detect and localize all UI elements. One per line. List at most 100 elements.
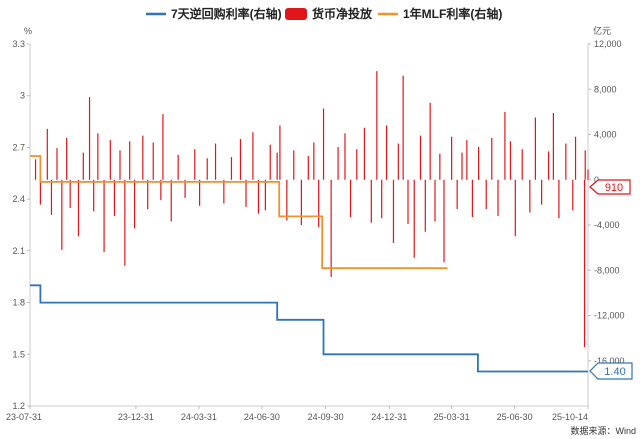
legend-label-mlf-1y: 1年MLF利率(右轴) — [403, 6, 502, 21]
net-injection-bar — [534, 117, 536, 180]
callout-repo-7d-value: 1.40 — [604, 366, 625, 378]
right-tick-label: -16,000 — [594, 356, 625, 366]
net-injection-bar — [466, 140, 468, 180]
net-injection-bar — [129, 141, 131, 180]
net-injection-bar — [147, 179, 149, 210]
net-injection-bar — [584, 150, 586, 180]
net-injection-bar — [214, 143, 217, 180]
legend-label-repo-7d: 7天逆回购利率(右轴) — [171, 6, 282, 21]
net-injection-bar — [402, 75, 404, 180]
net-injection-bar — [152, 142, 154, 180]
right-tick-label: 8,000 — [594, 84, 617, 94]
net-injection-bar — [397, 143, 399, 180]
net-injection-bar — [318, 179, 320, 228]
left-tick-label: 2.7 — [12, 142, 25, 152]
net-injection-bar — [264, 179, 266, 211]
source-note: 数据来源：Wind — [570, 425, 636, 436]
net-injection-bar — [574, 136, 577, 180]
left-tick-label: 1.5 — [12, 349, 25, 359]
left-axis-ticks: 3.3 3 2.7 2.4 2.1 1.8 1.5 1.2 — [12, 39, 30, 411]
x-tick-label: 23-12-31 — [118, 412, 154, 422]
net-injection-bar — [509, 141, 512, 180]
left-tick-label: 3.3 — [12, 39, 25, 49]
left-tick-label: 3 — [20, 91, 25, 101]
net-injection-bar — [572, 179, 574, 211]
net-injection-bar — [356, 149, 358, 180]
legend-label-net-injection: 货币净投放 — [312, 6, 373, 21]
right-tick-label: 4,000 — [594, 130, 617, 140]
net-injection-bar — [46, 128, 48, 180]
right-axis-ticks: 12,000 8,000 4,000 0 -4,000 -8,000 -12,000 -16,… — [588, 39, 625, 366]
net-injection-bar — [456, 179, 458, 210]
net-injection-bar — [485, 179, 487, 210]
net-injection-bar — [529, 179, 531, 213]
x-tick-label: 24-06-30 — [244, 412, 280, 422]
net-injection-bar — [434, 179, 436, 222]
net-injection-bar — [370, 179, 372, 223]
net-injection-bar — [307, 155, 309, 180]
net-injection-bar — [322, 108, 325, 180]
net-injection-bar — [461, 152, 463, 180]
net-injection-bar — [276, 152, 278, 180]
net-injection-bars — [34, 71, 589, 348]
net-injection-bar — [424, 179, 426, 232]
left-tick-label: 2.4 — [12, 194, 25, 204]
net-injection-bar — [124, 179, 126, 266]
net-injection-bar — [170, 179, 172, 222]
net-injection-bar — [552, 113, 554, 180]
net-injection-bar — [56, 148, 58, 180]
net-injection-bar — [349, 179, 352, 218]
x-tick-label: 25-10-14 — [552, 412, 588, 422]
mlf-1y-line — [30, 155, 448, 269]
net-injection-bar — [514, 179, 516, 237]
net-injection-bar — [88, 97, 91, 180]
net-injection-bar — [239, 139, 242, 180]
net-injection-bar — [497, 179, 499, 216]
net-injection-bar — [344, 133, 346, 180]
right-tick-label: 0 — [594, 175, 599, 185]
net-injection-bar — [93, 179, 95, 212]
net-injection-bar — [392, 179, 395, 244]
net-injection-bar — [471, 179, 473, 218]
net-injection-bar — [587, 169, 589, 180]
x-tick-label: 24-03-31 — [181, 412, 217, 422]
net-injection-bar — [257, 179, 260, 214]
net-injection-bar — [109, 140, 111, 180]
net-injection-bar — [286, 179, 288, 221]
left-axis-unit: % — [24, 26, 32, 36]
net-injection-bar — [279, 125, 281, 180]
net-injection-bar — [245, 179, 247, 207]
right-tick-label: 12,000 — [594, 39, 622, 49]
net-injection-bar — [97, 133, 99, 180]
net-injection-bar — [223, 179, 225, 204]
net-injection-bar — [269, 144, 271, 180]
x-axis-ticks: 23-07-31 23-12-31 24-03-31 24-06-30 24-09-30… — [6, 406, 589, 422]
net-injection-bar — [313, 142, 315, 180]
rate-lines — [30, 155, 588, 373]
x-tick-label: 24-09-30 — [308, 412, 344, 422]
net-injection-bar — [133, 179, 136, 229]
net-injection-bar — [419, 135, 422, 180]
net-injection-bar — [300, 179, 302, 225]
net-injection-bar — [293, 150, 295, 180]
net-injection-bar — [541, 179, 543, 205]
net-injection-bar — [491, 137, 493, 180]
net-injection-bar — [583, 179, 586, 348]
net-injection-bar — [77, 179, 80, 237]
x-tick-label: 24-12-31 — [371, 412, 407, 422]
net-injection-bar — [376, 71, 378, 180]
net-injection-bar — [177, 154, 179, 180]
callout-repo-7d: 1.40 — [589, 362, 633, 380]
left-tick-label: 1.8 — [12, 298, 25, 308]
net-injection-bar — [113, 179, 116, 216]
right-tick-label: -12,000 — [594, 311, 625, 321]
net-injection-bar — [504, 111, 506, 180]
net-injection-bar — [565, 143, 567, 180]
callout-net-injection-value: 910 — [605, 182, 623, 194]
net-injection-bar — [82, 152, 84, 180]
net-injection-bar — [330, 179, 332, 278]
net-injection-bar — [34, 159, 37, 180]
net-injection-bar — [547, 151, 550, 180]
net-injection-bar — [66, 137, 68, 180]
